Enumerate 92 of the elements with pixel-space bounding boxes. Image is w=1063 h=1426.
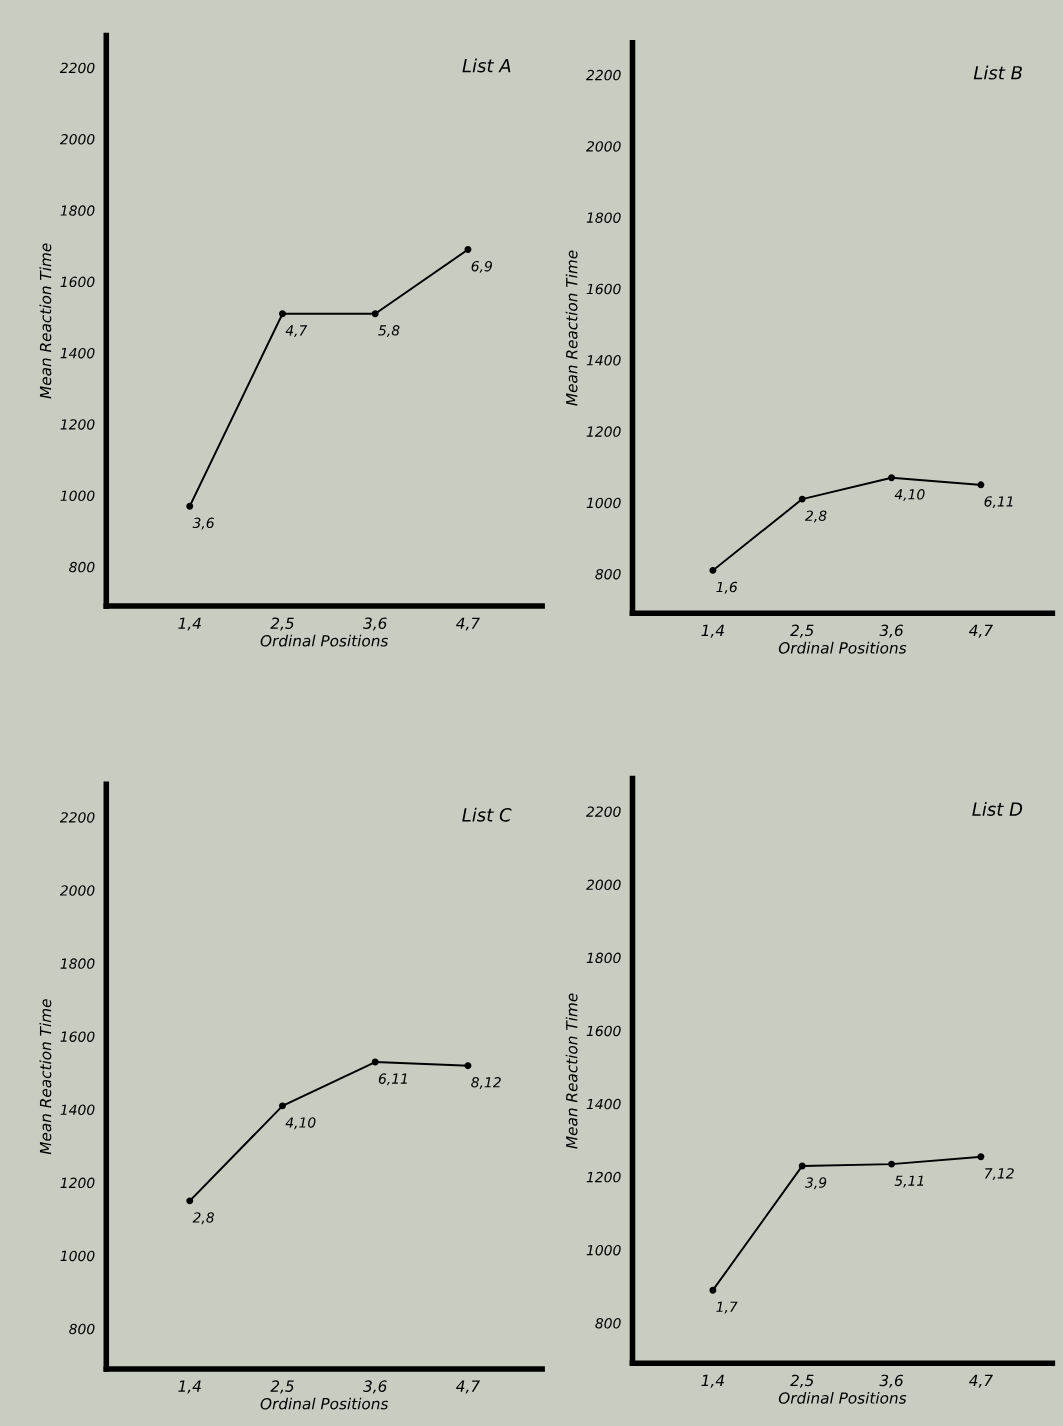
y-tick-label: 2000 bbox=[586, 879, 621, 891]
y-tick-label: 1400 bbox=[586, 1098, 621, 1110]
text: List A bbox=[462, 58, 511, 73]
annotation: 7,12 bbox=[984, 1168, 1014, 1181]
point bbox=[798, 495, 806, 503]
annotation: 4,10 bbox=[285, 1117, 316, 1130]
x-tick-label: 4,7 bbox=[456, 617, 480, 631]
annotation: 4,10 bbox=[894, 489, 925, 501]
y-tick-label: 1200 bbox=[586, 1171, 621, 1183]
point bbox=[888, 474, 896, 482]
point bbox=[371, 1058, 379, 1066]
y-axis-title: Mean Reaction Time bbox=[565, 250, 578, 406]
y-tick-label: 1200 bbox=[60, 1177, 95, 1189]
annotation: 1,7 bbox=[716, 1301, 738, 1314]
point bbox=[186, 502, 194, 510]
y-tick-label: 1800 bbox=[60, 205, 95, 216]
annotation: 4,7 bbox=[285, 325, 308, 337]
y-tick-label: 2200 bbox=[59, 812, 95, 823]
point bbox=[798, 1162, 806, 1170]
x-tick-label: 3,6 bbox=[363, 617, 387, 631]
point bbox=[279, 1102, 286, 1110]
annotation: 5,8 bbox=[378, 325, 400, 337]
y-tick-label: 800 bbox=[69, 561, 95, 573]
y-axis-title: Mean Reaction Time bbox=[565, 993, 578, 1149]
annotation: 1,6 bbox=[716, 581, 738, 594]
y-axis-title: Mean Reaction Time bbox=[39, 999, 52, 1155]
y-tick-label: 1400 bbox=[60, 1104, 95, 1115]
x-tick-label: 2,5 bbox=[270, 1380, 294, 1394]
x-tick-label: 4,7 bbox=[456, 1380, 480, 1394]
point bbox=[709, 566, 717, 574]
x-tick-label: 3,6 bbox=[879, 624, 904, 638]
point bbox=[371, 310, 379, 318]
x-tick-label: 1,4 bbox=[178, 617, 201, 631]
y-tick-label: 1400 bbox=[60, 347, 95, 359]
x-axis-title: Ordinal Positions bbox=[260, 634, 389, 647]
y-tick-label: 1200 bbox=[586, 426, 621, 437]
annotation: 3,9 bbox=[805, 1177, 827, 1190]
y-tick-label: 800 bbox=[595, 1318, 621, 1329]
y-tick-label: 1600 bbox=[586, 283, 621, 295]
x-tick-label: 1,4 bbox=[701, 1374, 724, 1388]
point bbox=[464, 246, 472, 254]
x-tick-label: 4,7 bbox=[969, 624, 993, 638]
point bbox=[977, 1153, 985, 1161]
x-axis-title: Ordinal Positions bbox=[778, 1391, 907, 1404]
x-axis-title: Ordinal Positions bbox=[260, 1397, 389, 1410]
y-tick-label: 2200 bbox=[586, 806, 621, 817]
annotation: 6,11 bbox=[984, 496, 1013, 509]
text: List D bbox=[972, 801, 1023, 816]
annotation: 3,6 bbox=[192, 517, 215, 530]
y-tick-label: 1000 bbox=[586, 1244, 621, 1256]
y-tick-label: 1600 bbox=[60, 276, 95, 288]
x-tick-label: 4,7 bbox=[969, 1374, 993, 1388]
point bbox=[464, 1062, 472, 1070]
x-tick-label: 2,5 bbox=[790, 624, 814, 638]
y-tick-label: 1800 bbox=[60, 958, 95, 969]
x-tick-label: 2,5 bbox=[270, 617, 294, 631]
y-tick-label: 1000 bbox=[586, 497, 621, 509]
x-tick-label: 1,4 bbox=[178, 1380, 201, 1394]
y-tick-label: 2200 bbox=[59, 62, 95, 74]
point bbox=[977, 481, 985, 489]
point bbox=[888, 1160, 896, 1168]
y-tick-label: 1600 bbox=[586, 1025, 621, 1037]
annotation: 6,11 bbox=[378, 1073, 407, 1086]
x-tick-label: 3,6 bbox=[363, 1380, 387, 1394]
y-axis-title: Mean Reaction Time bbox=[39, 243, 52, 399]
y-tick-label: 2000 bbox=[59, 134, 95, 145]
text: List C bbox=[462, 807, 512, 822]
y-tick-label: 2000 bbox=[586, 141, 621, 152]
point bbox=[186, 1197, 194, 1205]
x-tick-label: 1,4 bbox=[701, 624, 724, 638]
y-tick-label: 1200 bbox=[60, 419, 95, 430]
y-tick-label: 1000 bbox=[60, 490, 95, 502]
text: List B bbox=[973, 65, 1022, 80]
y-tick-label: 800 bbox=[595, 568, 621, 580]
annotation: 6,9 bbox=[471, 260, 492, 273]
x-axis-title: Ordinal Positions bbox=[778, 641, 907, 654]
annotation: 8,12 bbox=[471, 1077, 501, 1089]
y-tick-label: 1600 bbox=[60, 1031, 95, 1042]
y-tick-label: 1000 bbox=[60, 1250, 95, 1262]
y-tick-label: 800 bbox=[69, 1323, 95, 1335]
x-tick-label: 2,5 bbox=[790, 1374, 814, 1388]
y-tick-label: 1400 bbox=[586, 355, 621, 366]
annotation: 2,8 bbox=[192, 1212, 215, 1225]
annotation: 5,11 bbox=[894, 1175, 924, 1188]
annotation: 2,8 bbox=[805, 510, 827, 523]
y-tick-label: 1800 bbox=[586, 952, 621, 964]
x-tick-label: 3,6 bbox=[879, 1374, 904, 1388]
y-tick-label: 1800 bbox=[586, 212, 621, 223]
y-tick-label: 2200 bbox=[586, 69, 621, 81]
y-tick-label: 2000 bbox=[59, 885, 95, 896]
point bbox=[279, 310, 286, 318]
point bbox=[709, 1286, 717, 1294]
